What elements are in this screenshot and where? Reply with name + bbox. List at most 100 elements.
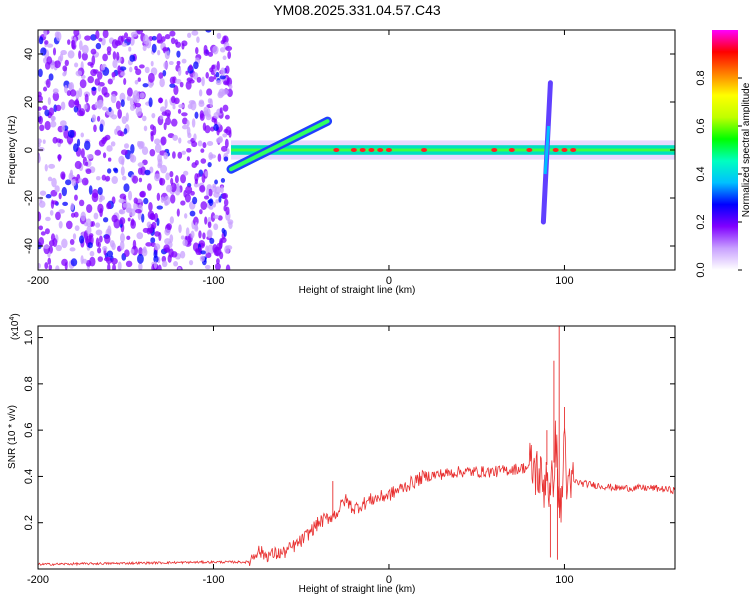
noise-cell <box>38 147 45 152</box>
noise-cell <box>123 32 129 39</box>
noise-cell <box>142 83 149 88</box>
spectral-peak <box>491 148 498 152</box>
noise-cell <box>178 137 182 144</box>
noise-cell <box>173 85 179 96</box>
noise-cell <box>205 113 212 121</box>
noise-cell <box>95 175 101 181</box>
noise-cell <box>194 222 199 231</box>
x-tick-label: -200 <box>27 574 49 586</box>
noise-cell <box>50 120 57 128</box>
noise-cell <box>198 101 205 108</box>
noise-cell <box>225 65 230 74</box>
noise-cell <box>129 152 134 162</box>
noise-cell <box>58 220 63 229</box>
noise-cell <box>39 124 45 132</box>
noise-cell <box>160 106 167 113</box>
noise-cell <box>219 251 224 260</box>
noise-cell <box>80 132 84 138</box>
noise-cell <box>194 159 199 166</box>
noise-cell <box>200 158 207 164</box>
noise-cell <box>69 247 76 252</box>
y-tick-label: 40 <box>23 48 35 60</box>
noise-cell <box>208 198 214 207</box>
noise-cell <box>38 236 45 246</box>
noise-cell <box>154 143 162 154</box>
noise-cell <box>141 213 145 223</box>
x-tick-label: 100 <box>555 275 573 287</box>
spectral-peak <box>526 148 533 152</box>
noise-cell <box>221 88 229 95</box>
spectral-peak <box>377 148 384 152</box>
noise-cell <box>132 90 140 100</box>
noise-cell <box>38 211 42 222</box>
noise-cell <box>70 202 75 211</box>
noise-cell <box>68 99 75 108</box>
noise-cell <box>64 59 69 67</box>
noise-cell <box>92 188 99 199</box>
noise-cell <box>135 102 142 108</box>
noise-cell <box>101 174 107 181</box>
noise-cell <box>62 65 68 72</box>
noise-cell <box>123 183 130 192</box>
noise-cell <box>137 253 144 264</box>
noise-cell <box>169 76 176 85</box>
noise-cell <box>163 152 169 160</box>
colorbar-tick-label: 0.6 <box>695 118 707 133</box>
noise-cell <box>147 183 152 191</box>
noise-cell <box>217 153 222 162</box>
noise-cell <box>193 61 199 70</box>
noise-cell <box>102 53 108 62</box>
noise-cell <box>78 50 82 60</box>
noise-cell <box>95 42 102 50</box>
noise-cell <box>43 244 50 249</box>
noise-cell <box>181 42 185 50</box>
noise-cell <box>225 264 231 270</box>
noise-cell <box>52 47 57 56</box>
noise-cell <box>48 73 54 81</box>
noise-cell <box>228 84 233 90</box>
noise-cell <box>117 65 121 75</box>
noise-cell <box>121 42 128 47</box>
noise-cell <box>135 209 142 214</box>
noise-cell <box>129 97 134 107</box>
noise-cell <box>169 234 174 243</box>
snr-x-label: Height of straight line (km) <box>299 584 416 595</box>
noise-cell <box>157 264 162 270</box>
noise-cell <box>60 171 66 180</box>
noise-cell <box>174 175 179 184</box>
noise-cell <box>94 101 100 109</box>
noise-cell <box>55 244 63 252</box>
noise-cell <box>134 79 139 85</box>
noise-cell <box>157 97 164 104</box>
noise-cell <box>165 117 172 126</box>
noise-cell <box>78 178 83 183</box>
noise-cell <box>206 187 210 198</box>
noise-cell <box>38 36 44 45</box>
noise-cell <box>107 225 112 236</box>
noise-cell <box>138 177 143 183</box>
noise-cell <box>165 172 170 181</box>
noise-cell <box>144 66 150 74</box>
noise-cell <box>68 82 73 90</box>
noise-cell <box>110 93 117 104</box>
noise-cell <box>162 47 169 52</box>
noise-cell <box>141 248 148 257</box>
noise-cell <box>45 78 51 89</box>
noise-cell <box>141 146 149 156</box>
noise-cell <box>166 184 173 193</box>
colorbar-gradient <box>712 30 738 270</box>
noise-cell <box>142 44 147 52</box>
noise-cell <box>211 64 216 70</box>
noise-cell <box>145 242 153 247</box>
x-tick-label: -200 <box>27 275 49 287</box>
y-tick-label: 0.2 <box>23 515 35 530</box>
noise-cell <box>130 143 135 154</box>
noise-cell <box>70 89 77 97</box>
noise-cell <box>219 47 226 53</box>
noise-cell <box>216 60 220 71</box>
noise-cell <box>173 97 180 105</box>
noise-cell <box>192 196 198 205</box>
noise-cell <box>123 143 130 149</box>
colorbar-ticks: 0.0 0.2 0.4 0.6 0.8 <box>695 70 742 278</box>
noise-cell <box>161 260 168 268</box>
